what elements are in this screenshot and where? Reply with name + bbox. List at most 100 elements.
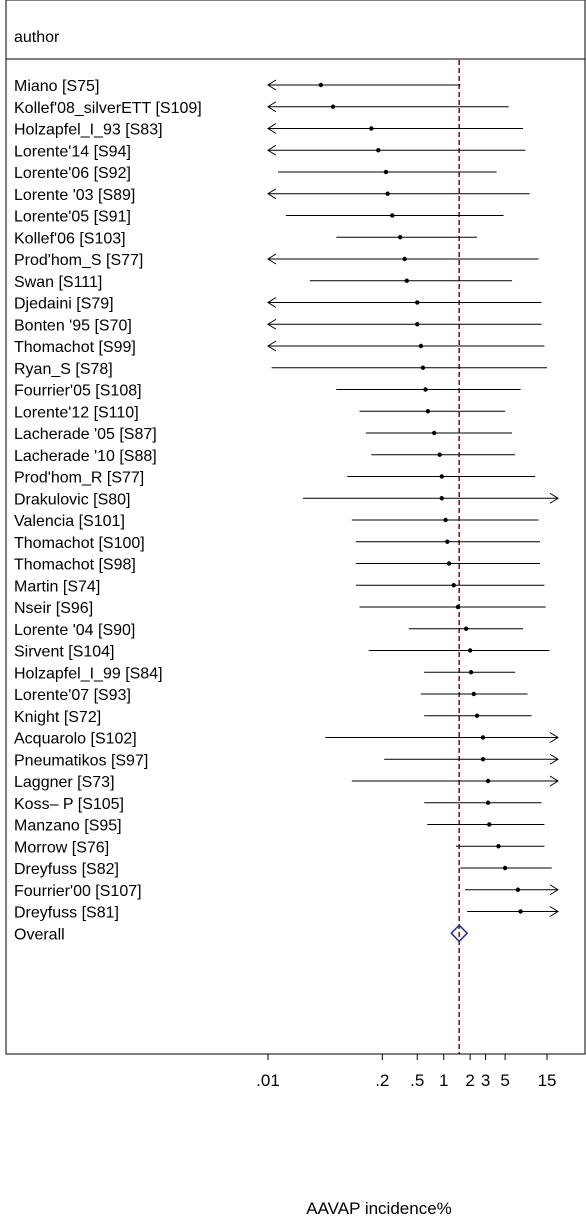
study-label: Lacherade '05 [S87]	[14, 426, 157, 443]
point-estimate	[471, 691, 476, 697]
study-label: Sirvent [S104]	[14, 644, 115, 661]
study-label: Kollef'08_silverETT [S109]	[14, 100, 202, 117]
ci-arrow-left	[267, 123, 277, 134]
study-label: Martin [S74]	[14, 578, 100, 595]
point-estimate	[439, 496, 444, 501]
ci-arrow-right	[549, 775, 559, 787]
study-label: Holzapfel_I_99 [S84]	[14, 665, 163, 682]
ci-arrow-right	[549, 906, 559, 917]
study-row: Pneumatikos [S97]	[14, 752, 559, 769]
x-tick-label: 2	[465, 1071, 474, 1090]
study-row: Dreyfuss [S81]	[14, 905, 559, 922]
point-estimate	[376, 148, 381, 153]
study-row: Kollef'08_silverETT [S109]	[14, 100, 509, 117]
study-label: Djedaini [S79]	[14, 296, 114, 313]
study-label: Thomachot [S99]	[14, 339, 136, 356]
point-estimate	[496, 844, 501, 849]
study-row: Sirvent [S104]	[14, 644, 550, 661]
study-row: Lacherade '05 [S87]	[14, 426, 513, 443]
study-row: Lorente '03 [S89]	[14, 187, 530, 204]
ci-arrow-left	[267, 79, 277, 91]
study-row: Nseir [S96]	[14, 600, 546, 617]
study-label: Laggner [S73]	[14, 774, 115, 791]
ci-arrow-right	[549, 753, 559, 765]
point-estimate	[432, 430, 437, 436]
point-estimate	[518, 909, 523, 914]
point-estimate	[423, 387, 428, 392]
column-header: author	[14, 29, 60, 46]
ci-arrow-left	[267, 297, 277, 308]
point-estimate	[385, 191, 390, 196]
study-label: Lorente'05 [S91]	[14, 209, 131, 226]
study-row: Laggner [S73]	[14, 774, 559, 791]
point-estimate	[318, 82, 324, 88]
study-row: Valencia [S101]	[14, 513, 539, 530]
ci-arrow-right	[549, 884, 559, 896]
study-row: Fourrier'05 [S108]	[14, 383, 521, 400]
point-estimate	[480, 735, 486, 740]
study-row: Thomachot [S100]	[14, 535, 541, 552]
point-estimate	[443, 517, 448, 523]
x-tick-label: .5	[410, 1071, 424, 1090]
x-tick-label: 15	[538, 1071, 557, 1090]
study-label: Manzano [S95]	[14, 818, 122, 835]
study-row: Lorente'12 [S110]	[14, 404, 506, 421]
study-label: Bonten '95 [S70]	[14, 317, 132, 334]
point-estimate	[463, 626, 469, 631]
study-label: Fourrier'00 [S107]	[14, 883, 142, 900]
ci-arrow-right	[549, 732, 559, 743]
x-tick-label: 3	[481, 1071, 490, 1090]
study-label: Dreyfuss [S82]	[14, 861, 119, 878]
study-row: Drakulovic [S80]	[14, 491, 559, 508]
point-estimate	[487, 822, 492, 827]
ci-arrow-left	[267, 253, 277, 265]
study-row: Holzapfel_I_93 [S83]	[14, 122, 524, 139]
study-label: Lorente'07 [S93]	[14, 687, 131, 704]
study-row: Bonten '95 [S70]	[14, 317, 542, 334]
point-estimate	[415, 300, 420, 305]
study-row: Morrow [S76]	[14, 839, 545, 856]
study-row: Manzano [S95]	[14, 818, 545, 835]
study-row: Fourrier'00 [S107]	[14, 883, 559, 900]
study-label: Prod'hom_S [S77]	[14, 252, 143, 269]
point-estimate	[474, 713, 480, 718]
ci-arrow-left	[267, 144, 277, 156]
study-label: Kollef'06 [S103]	[14, 230, 126, 247]
point-estimate	[404, 278, 409, 283]
study-label: Fourrier'05 [S108]	[14, 383, 142, 400]
point-estimate	[445, 539, 450, 544]
study-label: Pneumatikos [S97]	[14, 752, 148, 769]
point-estimate	[437, 452, 442, 457]
study-label: Morrow [S76]	[14, 839, 109, 856]
study-label: Valencia [S101]	[14, 513, 125, 530]
point-estimate	[439, 474, 444, 479]
study-row: Ryan_S [S78]	[14, 361, 548, 378]
study-row: Thomachot [S99]	[14, 339, 545, 356]
study-label: Acquarolo [S102]	[14, 731, 137, 748]
ci-arrow-left	[267, 101, 277, 113]
study-label: Lorente'06 [S92]	[14, 165, 131, 182]
point-estimate	[402, 256, 407, 262]
study-label: Miano [S75]	[14, 78, 99, 95]
point-estimate	[480, 757, 486, 762]
study-label: Swan [S111]	[14, 274, 102, 291]
study-row: Miano [S75]	[14, 78, 461, 95]
study-row: Martin [S74]	[14, 578, 545, 595]
point-estimate	[446, 561, 452, 566]
study-row: Djedaini [S79]	[14, 296, 542, 313]
study-row: Koss– P [S105]	[14, 796, 542, 813]
ci-arrow-left	[267, 318, 277, 330]
point-estimate	[515, 887, 521, 892]
x-tick-label: .2	[375, 1071, 389, 1090]
study-row: Prod'hom_R [S77]	[14, 470, 536, 487]
point-estimate	[369, 126, 374, 131]
study-label: Holzapfel_I_93 [S83]	[14, 122, 163, 139]
study-row: Lorente'14 [S94]	[14, 143, 526, 160]
study-row: Acquarolo [S102]	[14, 731, 559, 748]
study-row: Dreyfuss [S82]	[14, 861, 552, 878]
point-estimate	[425, 409, 431, 414]
study-row: Lorente'05 [S91]	[14, 209, 504, 226]
study-label: Thomachot [S98]	[14, 557, 136, 574]
ci-arrow-left	[267, 340, 277, 352]
study-row: Holzapfel_I_99 [S84]	[14, 665, 516, 682]
